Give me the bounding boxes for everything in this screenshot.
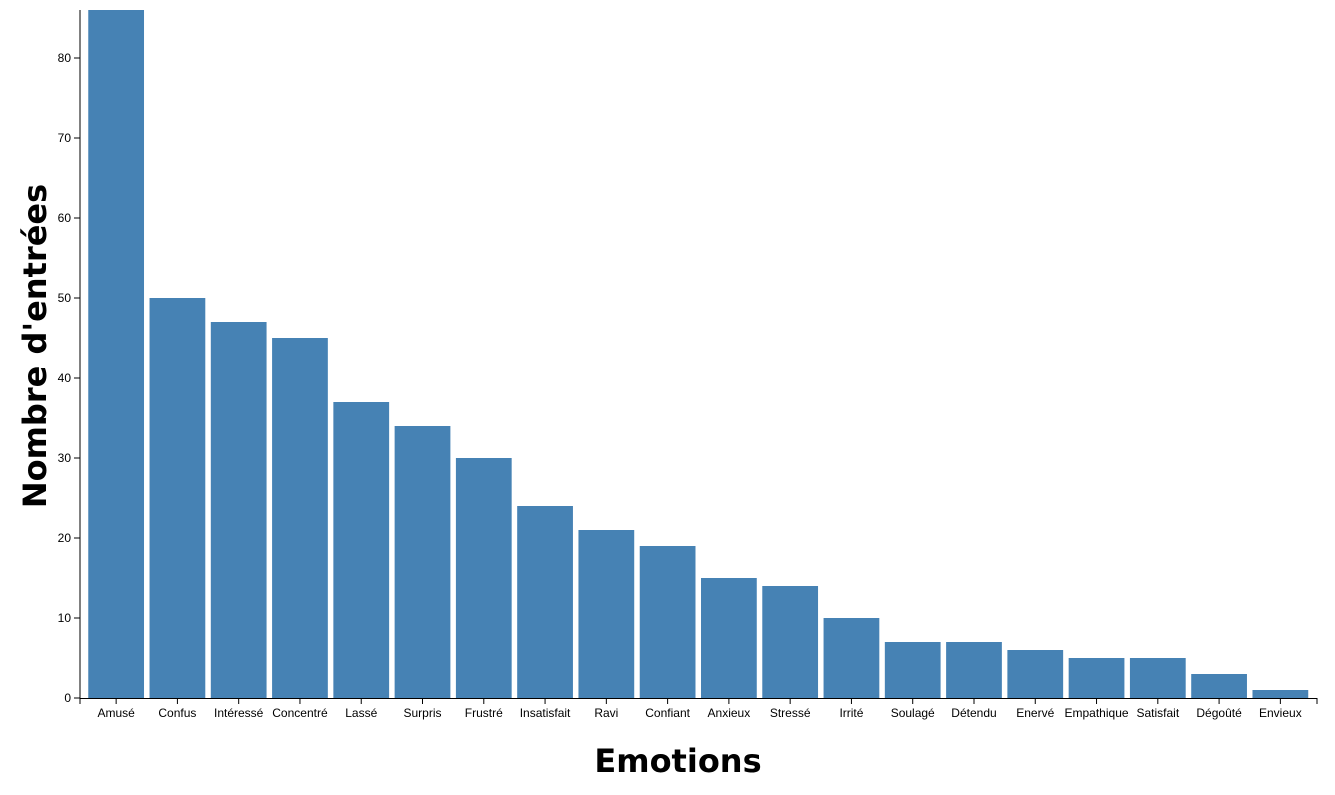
- bar: [701, 578, 757, 698]
- x-tick-label: Frustré: [465, 706, 503, 720]
- y-tick-label: 70: [58, 131, 72, 145]
- x-tick-label: Dégoûté: [1196, 706, 1242, 720]
- y-tick-label: 80: [58, 51, 72, 65]
- x-tick-label: Irrité: [839, 706, 863, 720]
- y-tick-label: 30: [58, 451, 72, 465]
- x-tick-label: Enervé: [1016, 706, 1054, 720]
- x-tick-label: Confiant: [645, 706, 690, 720]
- x-tick-label: Stressé: [770, 706, 811, 720]
- x-tick-label: Surpris: [404, 706, 442, 720]
- x-tick-label: Lassé: [345, 706, 377, 720]
- bar: [639, 546, 696, 698]
- bar: [884, 642, 941, 698]
- bar: [210, 322, 267, 698]
- bar: [455, 458, 512, 698]
- y-tick-label: 10: [58, 611, 72, 625]
- y-tick-label: 50: [58, 291, 72, 305]
- x-tick-label: Intéressé: [214, 706, 264, 720]
- bar: [946, 642, 1002, 698]
- y-tick-label: 0: [64, 691, 71, 705]
- x-tick-label: Confus: [158, 706, 196, 720]
- x-tick-label: Insatisfait: [520, 706, 571, 720]
- x-tick-label: Ravi: [594, 706, 618, 720]
- bar: [88, 10, 145, 698]
- x-tick-label: Envieux: [1259, 706, 1302, 720]
- bar: [517, 506, 573, 698]
- y-tick-label: 40: [58, 371, 72, 385]
- x-tick-label: Détendu: [951, 706, 996, 720]
- bar: [333, 402, 390, 698]
- x-tick-label: Satisfait: [1136, 706, 1179, 720]
- bar: [578, 530, 635, 698]
- y-tick-label: 60: [58, 211, 72, 225]
- bar: [394, 426, 451, 698]
- y-axis-title: Nombre d'entrées: [16, 184, 54, 508]
- y-tick-label: 20: [58, 531, 72, 545]
- bar: [1007, 650, 1064, 698]
- bar: [1129, 658, 1186, 698]
- bar: [1252, 690, 1309, 698]
- x-axis-title: Emotions: [594, 742, 761, 780]
- bar: [762, 586, 819, 698]
- bar: [1191, 674, 1247, 698]
- x-tick-label: Empathique: [1065, 706, 1129, 720]
- x-tick-label: Amusé: [97, 706, 135, 720]
- x-tick-label: Soulagé: [891, 706, 935, 720]
- x-tick-label: Anxieux: [708, 706, 751, 720]
- bar: [1068, 658, 1125, 698]
- bar: [149, 298, 206, 698]
- bar: [272, 338, 328, 698]
- x-tick-label: Concentré: [272, 706, 328, 720]
- bar: [823, 618, 880, 698]
